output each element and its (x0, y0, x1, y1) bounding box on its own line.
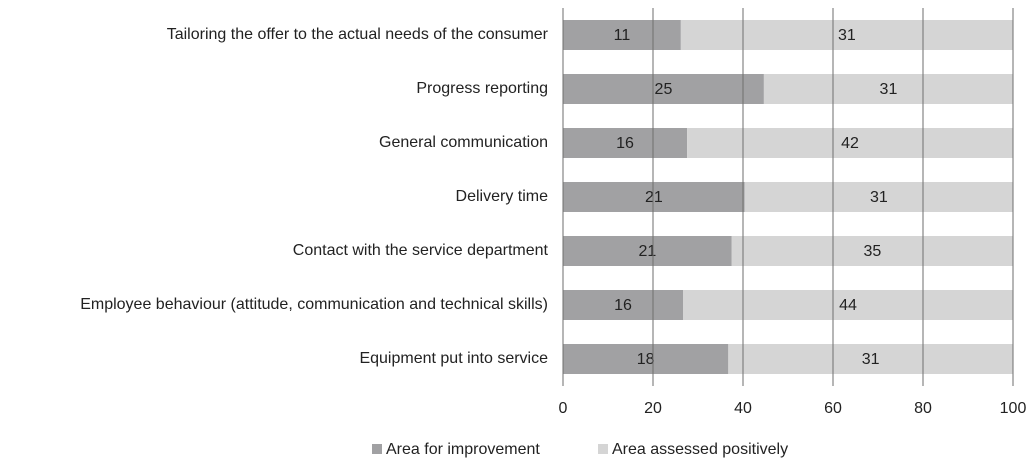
bar-segment (563, 236, 732, 266)
data-label: 16 (614, 297, 632, 314)
category-label: Contact with the service department (293, 242, 549, 259)
category-label: Employee behaviour (attitude, communicat… (80, 296, 548, 313)
bar-segment (687, 128, 1013, 158)
x-tick-label: 40 (734, 400, 752, 417)
bar-segment (563, 344, 729, 374)
bar-segment (744, 182, 1013, 212)
data-label: 42 (841, 135, 859, 152)
x-tick-label: 20 (644, 400, 662, 417)
legend-label: Area for improvement (386, 441, 540, 458)
legend-swatch (598, 444, 608, 454)
data-label: 31 (870, 189, 888, 206)
bar-segment (763, 74, 1013, 104)
bar-segment (683, 290, 1013, 320)
x-tick-label: 100 (1000, 400, 1027, 417)
data-label: 44 (839, 297, 857, 314)
data-label: 21 (645, 189, 663, 206)
bar-segment (563, 290, 683, 320)
data-label: 31 (838, 27, 856, 44)
x-tick-label: 0 (559, 400, 568, 417)
x-tick-label: 80 (914, 400, 932, 417)
data-label: 16 (616, 135, 634, 152)
bar-segment (731, 236, 1013, 266)
bar-segment (680, 20, 1013, 50)
category-label: Tailoring the offer to the actual needs … (167, 26, 549, 43)
category-label: Delivery time (456, 188, 549, 205)
category-label: Progress reporting (416, 80, 548, 97)
category-label: Equipment put into service (359, 350, 548, 367)
x-tick-label: 60 (824, 400, 842, 417)
bar-segment (563, 182, 745, 212)
data-label: 31 (880, 81, 898, 98)
data-label: 21 (638, 243, 656, 260)
data-label: 18 (637, 351, 655, 368)
bar-segment (563, 128, 688, 158)
legend-swatch (372, 444, 382, 454)
bar-segment (563, 20, 681, 50)
data-label: 31 (862, 351, 880, 368)
data-label: 35 (863, 243, 881, 260)
bar-segment (728, 344, 1013, 374)
data-label: 25 (655, 81, 673, 98)
data-label: 11 (614, 27, 631, 44)
legend-label: Area assessed positively (612, 441, 788, 458)
bar-segment (563, 74, 764, 104)
category-label: General communication (379, 134, 548, 151)
